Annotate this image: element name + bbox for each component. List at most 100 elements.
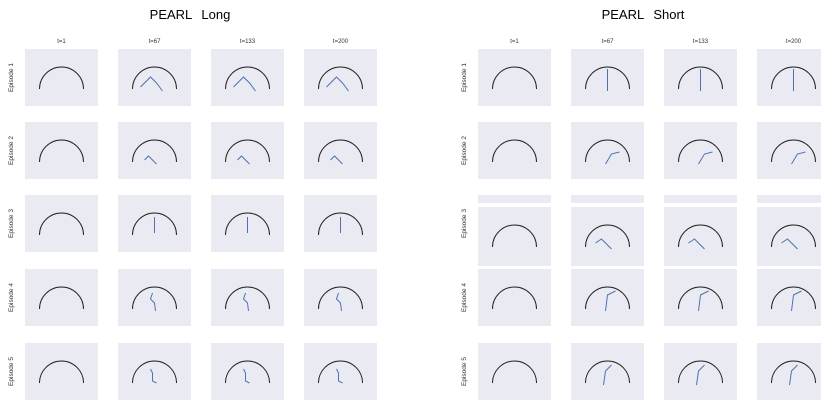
panel-strip [478, 195, 551, 203]
column-label: t=1 [57, 39, 66, 45]
trajectory [149, 292, 156, 312]
column-label: t=200 [333, 39, 349, 45]
arc [39, 360, 84, 384]
panel [304, 49, 377, 106]
trajectory [696, 364, 705, 386]
arc [318, 212, 363, 236]
panel-strip [664, 195, 737, 203]
row-label: Episode 3 [8, 209, 15, 238]
panel [478, 269, 551, 326]
arc [492, 286, 537, 310]
arc [318, 139, 363, 163]
arc [492, 224, 537, 248]
arc [225, 139, 270, 163]
panel [571, 207, 644, 266]
trajectory [791, 290, 802, 312]
arc [585, 224, 630, 248]
arc [39, 286, 84, 310]
trajectory [698, 151, 713, 165]
arc [585, 286, 630, 310]
trajectory [791, 151, 806, 165]
arc [492, 360, 537, 384]
panel [118, 49, 191, 106]
panel [757, 343, 821, 400]
arc [132, 66, 177, 90]
arc [318, 360, 363, 384]
panel [478, 207, 551, 266]
arc [225, 286, 270, 310]
arc [678, 286, 723, 310]
row-label: Episode 2 [461, 136, 468, 165]
panel [211, 269, 284, 326]
trajectory [237, 155, 250, 165]
trajectory [688, 238, 705, 250]
arc [678, 224, 723, 248]
arc [318, 66, 363, 90]
panel [118, 122, 191, 179]
arc [771, 224, 816, 248]
panel [304, 343, 377, 400]
panel [211, 122, 284, 179]
row-label: Episode 4 [461, 283, 468, 312]
panel-strip [571, 195, 644, 203]
arc [771, 286, 816, 310]
panel [664, 122, 737, 179]
arc [225, 66, 270, 90]
panel [664, 343, 737, 400]
column-label: t=200 [786, 39, 802, 45]
trajectory [150, 368, 157, 384]
arc [39, 66, 84, 90]
trajectory [336, 368, 343, 384]
panel [25, 49, 98, 106]
row-label: Episode 1 [461, 63, 468, 92]
trajectory [789, 364, 798, 386]
trajectory [605, 151, 620, 165]
panel [304, 122, 377, 179]
trajectory [605, 290, 616, 312]
panel [118, 343, 191, 400]
arc [771, 66, 816, 90]
trajectory [242, 292, 249, 312]
row-label: Episode 5 [8, 357, 15, 386]
arc [225, 360, 270, 384]
row-label: Episode 5 [461, 357, 468, 386]
panel [571, 343, 644, 400]
trajectory [243, 368, 250, 384]
panel [664, 207, 737, 266]
trajectory [698, 290, 709, 312]
panel [478, 343, 551, 400]
trajectory [326, 76, 349, 92]
panel [757, 122, 821, 179]
panel [757, 49, 821, 106]
trajectory [335, 292, 342, 312]
panel [25, 343, 98, 400]
arc [132, 139, 177, 163]
arc [678, 360, 723, 384]
panel [571, 122, 644, 179]
panel [757, 207, 821, 266]
row-label: Episode 2 [8, 136, 15, 165]
arc [585, 360, 630, 384]
panel [757, 269, 821, 326]
arc [771, 139, 816, 163]
column-label: t=67 [149, 39, 162, 45]
panel [478, 122, 551, 179]
trajectory [603, 364, 612, 386]
group-title: PEARL Long [150, 7, 231, 22]
trajectory [233, 76, 256, 92]
group-title: PEARL Short [602, 7, 685, 22]
column-label: t=1 [510, 39, 519, 45]
column-label: t=67 [602, 39, 615, 45]
arc [225, 212, 270, 236]
arc [132, 212, 177, 236]
arc [132, 360, 177, 384]
panel [118, 269, 191, 326]
arc [318, 286, 363, 310]
arc [39, 139, 84, 163]
column-label: t=133 [693, 39, 709, 45]
panel [211, 49, 284, 106]
panel [25, 122, 98, 179]
row-label: Episode 3 [461, 209, 468, 238]
trajectory [140, 76, 163, 92]
